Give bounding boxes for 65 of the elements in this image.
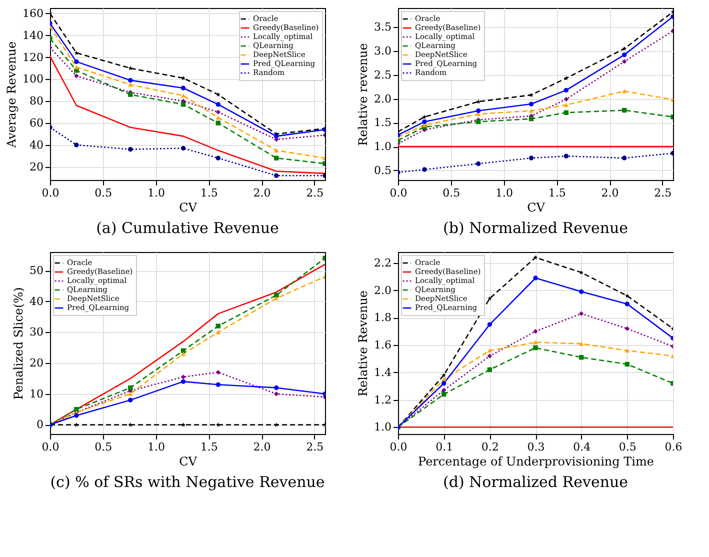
y-tick-label: 1.6 <box>374 338 392 352</box>
y-tick-label: 2.0 <box>374 92 392 106</box>
y-tick-label: 120 <box>22 50 44 64</box>
y-tick-label: 1.8 <box>374 311 392 324</box>
y-tick-label: 80 <box>30 94 44 108</box>
text: (a) Cumulative Revenue <box>96 219 280 237</box>
y-tick-label: 2.0 <box>374 284 392 297</box>
y-axis-title: Relative revenue <box>356 43 370 146</box>
x-axis-title: CV <box>179 454 198 468</box>
y-tick-label: 40 <box>30 138 44 152</box>
x-tick-label: 1.0 <box>148 186 166 200</box>
y-tick-label: 0.5 <box>374 164 392 177</box>
x-axis-title: CV <box>179 200 198 214</box>
y-tick-label: 60 <box>30 116 44 130</box>
x-tick-label: 0.1 <box>436 440 454 454</box>
y-tick-label: 1.0 <box>374 420 392 434</box>
x-tick-label: 0.5 <box>94 186 112 200</box>
x-tick-label: 2.0 <box>601 186 619 200</box>
x-tick-label: 1.5 <box>200 186 218 200</box>
x-tick-label: 0.5 <box>618 440 636 454</box>
x-tick-label: 1.5 <box>200 440 218 454</box>
x-tick-label: 0.5 <box>442 186 460 200</box>
x-tick-label: 1.5 <box>548 186 566 200</box>
x-tick-label: 1.0 <box>148 440 166 454</box>
y-tick-label: 3.5 <box>374 20 392 34</box>
y-tick-label: 40 <box>30 294 44 308</box>
y-axis-title: Average Revenue <box>4 41 19 149</box>
text: (b) Normalized Revenue <box>442 219 628 237</box>
x-tick-label: 0.3 <box>527 440 545 454</box>
y-tick-label: 3.0 <box>374 44 392 58</box>
x-tick-label: 0.0 <box>42 186 60 200</box>
x-tick-label: 2.5 <box>654 186 672 200</box>
y-tick-label: 0 <box>36 418 44 432</box>
x-tick-label: 0.5 <box>94 440 112 454</box>
x-tick-label: 0.0 <box>390 186 408 200</box>
y-tick-label: 2.5 <box>374 68 392 82</box>
x-tick-label: 0.6 <box>664 440 682 454</box>
x-tick-label: 0.0 <box>390 440 408 454</box>
y-axis-title: Relative Revenue <box>356 290 370 397</box>
x-tick-label: 1.0 <box>496 186 514 200</box>
y-tick-label: 1.0 <box>374 140 392 154</box>
text: (c) % of SRs with Negative Revenue <box>50 473 325 491</box>
y-tick-label: 1.4 <box>374 366 392 379</box>
x-tick-label: 2.5 <box>306 186 324 200</box>
x-tick-label: 2.0 <box>253 440 271 454</box>
x-axis-title: CV <box>527 200 546 214</box>
y-tick-label: 1.2 <box>374 393 392 406</box>
x-tick-label: 2.0 <box>253 186 271 200</box>
y-tick-label: 20 <box>30 160 44 174</box>
text: (d) Normalized Revenue <box>442 473 628 491</box>
y-tick-label: 100 <box>22 72 44 86</box>
y-tick-label: 1.5 <box>374 116 392 130</box>
x-tick-label: 0.2 <box>481 440 499 454</box>
y-tick-label: 20 <box>30 356 44 370</box>
x-tick-label: 2.5 <box>306 440 324 454</box>
y-axis-title: Penalized Slice(%) <box>12 287 26 400</box>
y-tick-label: 160 <box>22 6 44 20</box>
x-tick-label: 0.4 <box>573 440 591 454</box>
y-tick-label: 10 <box>30 387 44 400</box>
y-tick-label: 2.2 <box>374 256 392 270</box>
y-tick-label: 30 <box>30 326 44 339</box>
x-tick-label: 0.0 <box>42 440 60 454</box>
y-tick-label: 50 <box>30 264 44 278</box>
y-tick-label: 140 <box>22 28 44 42</box>
x-axis-title: Percentage of Underprovisioning Time <box>418 454 654 468</box>
